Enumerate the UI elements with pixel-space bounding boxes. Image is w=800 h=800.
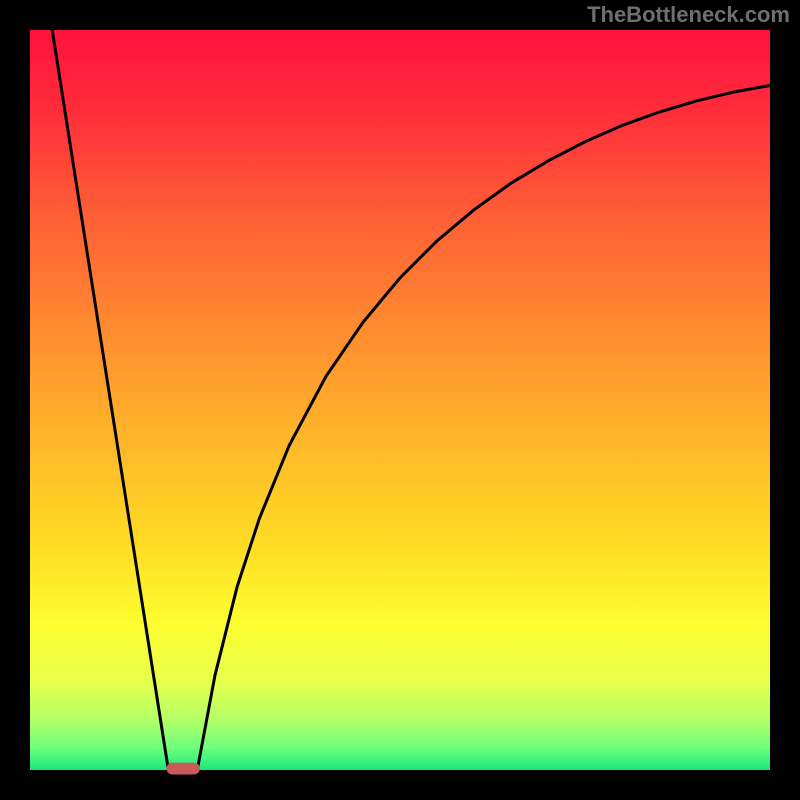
optimal-point-marker xyxy=(167,763,200,775)
watermark-text: TheBottleneck.com xyxy=(587,2,790,27)
chart-background xyxy=(30,30,770,770)
bottleneck-chart: TheBottleneck.com xyxy=(0,0,800,800)
